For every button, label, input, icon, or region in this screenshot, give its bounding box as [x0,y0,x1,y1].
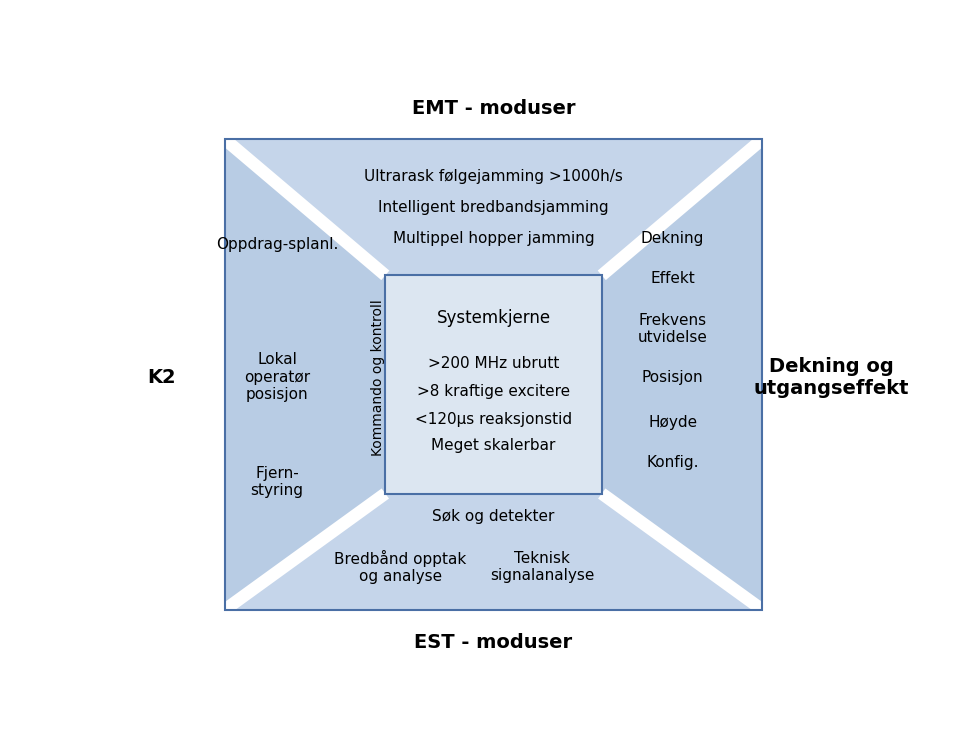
Text: >8 kraftige excitere: >8 kraftige excitere [417,384,570,399]
Text: Multippel hopper jamming: Multippel hopper jamming [393,231,594,246]
Text: Systemkjerne: Systemkjerne [436,309,551,327]
Polygon shape [225,494,763,609]
Bar [225,139,763,609]
Text: >200 MHz ubrutt: >200 MHz ubrutt [428,355,560,371]
Text: Posisjon: Posisjon [642,370,703,385]
Text: Høyde: Høyde [648,415,697,430]
Text: Dekning: Dekning [641,231,704,246]
Polygon shape [602,139,763,609]
Text: Lokal
operatør
posisjon: Lokal operatør posisjon [244,353,310,403]
Text: EST - moduser: EST - moduser [414,633,573,652]
Text: Kommando og kontroll: Kommando og kontroll [371,299,385,456]
Text: Fjern-
styring: Fjern- styring [250,466,303,498]
Text: Frekvens
utvidelse: Frekvens utvidelse [638,313,708,345]
Polygon shape [225,139,763,275]
Text: Teknisk
signalanalyse: Teknisk signalanalyse [490,551,594,584]
Text: Effekt: Effekt [650,271,695,286]
Text: K2: K2 [147,368,175,387]
Text: <120μs reaksjonstid: <120μs reaksjonstid [415,412,572,428]
Text: Dekning og
utgangseffekt: Dekning og utgangseffekt [753,357,909,398]
Text: Bredbånd opptak
og analyse: Bredbånd opptak og analyse [334,550,466,584]
Text: Konfig.: Konfig. [646,455,699,470]
Bar [385,275,602,494]
Text: Intelligent bredbandsjamming: Intelligent bredbandsjamming [378,200,609,215]
Text: Oppdrag­splanl.: Oppdrag­splanl. [216,237,338,252]
Text: EMT - moduser: EMT - moduser [412,99,575,118]
Bar [225,139,763,609]
Text: Meget skalerbar: Meget skalerbar [431,438,556,453]
Polygon shape [225,139,385,609]
Text: Søk og detekter: Søk og detekter [432,509,555,524]
Text: Ultrarask følgejamming >1000h/s: Ultrarask følgejamming >1000h/s [364,169,623,184]
